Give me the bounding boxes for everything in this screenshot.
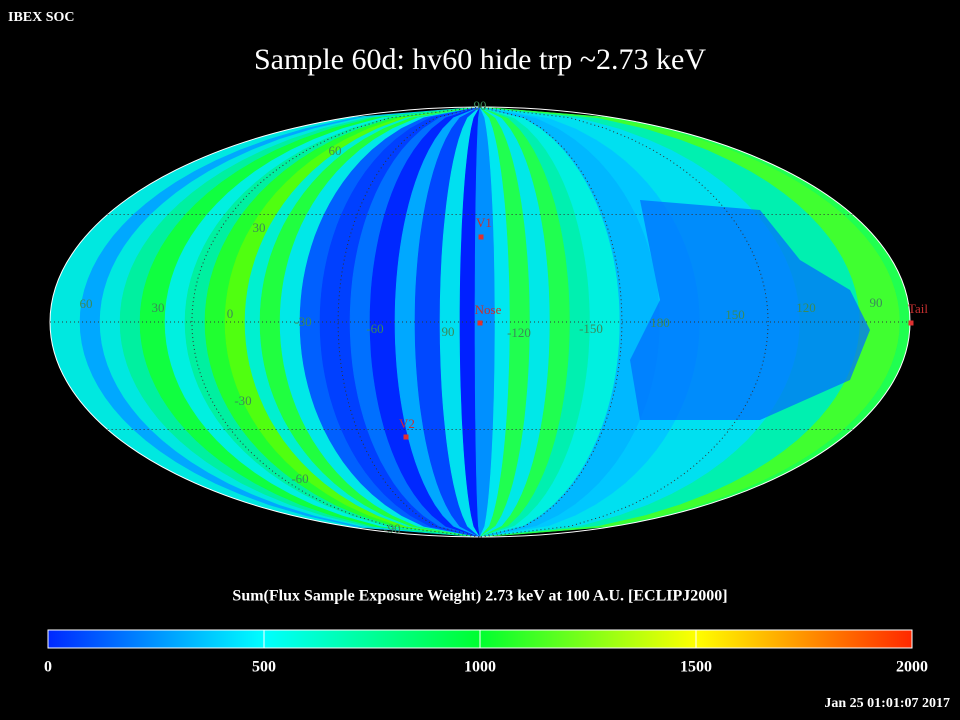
colorbar-tick-label: 1000 xyxy=(464,659,496,676)
marker-dot xyxy=(403,434,409,440)
grid-label: 120 xyxy=(796,300,816,315)
grid-label: -30 xyxy=(234,393,251,408)
grid-label: 90 xyxy=(870,295,883,310)
grid-label: 0 xyxy=(227,306,234,321)
grid-label: 60 xyxy=(80,296,93,311)
colorbar-ticks: 0 500 1000 1500 2000 xyxy=(44,630,928,676)
map-overlay: 90 60 30 -30 -60 -90 60 30 0 -30 -60 90 -120 -150 180 1… xyxy=(49,98,928,538)
marker-label: Tail xyxy=(908,301,928,316)
grid-label: -60 xyxy=(291,471,308,486)
grid-label: 30 xyxy=(253,220,266,235)
colorbar-tick-label: 1500 xyxy=(680,659,712,676)
colorbar-tick-label: 0 xyxy=(44,659,52,676)
grid-label: 60 xyxy=(329,143,342,158)
graticule xyxy=(337,106,481,538)
grid-label: 150 xyxy=(725,307,745,322)
marker-dot xyxy=(478,234,484,240)
grid-label: -150 xyxy=(579,321,603,336)
marker-dot xyxy=(477,320,483,326)
low-flux-region xyxy=(630,200,870,420)
graticule xyxy=(479,106,769,538)
grid-label: 30 xyxy=(152,300,165,315)
marker-label: Nose xyxy=(475,302,502,317)
grid-label: -120 xyxy=(507,325,531,340)
graticule xyxy=(479,106,623,538)
grid-label: 180 xyxy=(650,315,670,330)
grid-label: 90 xyxy=(442,324,455,339)
timestamp: Jan 25 01:01:07 2017 xyxy=(824,696,950,711)
grid-label: -30 xyxy=(294,314,311,329)
graticule xyxy=(191,106,481,538)
marker-dot xyxy=(908,320,914,326)
colorbar-label: Sum(Flux Sample Exposure Weight) 2.73 ke… xyxy=(232,588,727,605)
grid-label: -90 xyxy=(383,521,400,536)
colorbar-tick-label: 2000 xyxy=(896,659,928,676)
app-label: IBEX SOC xyxy=(8,10,75,25)
grid-label: 90 xyxy=(474,98,487,113)
grid-label: -60 xyxy=(366,321,383,336)
marker-label: V1 xyxy=(476,215,492,230)
marker-label: V2 xyxy=(399,416,415,431)
map-title: Sample 60d: hv60 hide trp ~2.73 keV xyxy=(254,43,706,76)
colorbar-tick-label: 500 xyxy=(252,659,276,676)
